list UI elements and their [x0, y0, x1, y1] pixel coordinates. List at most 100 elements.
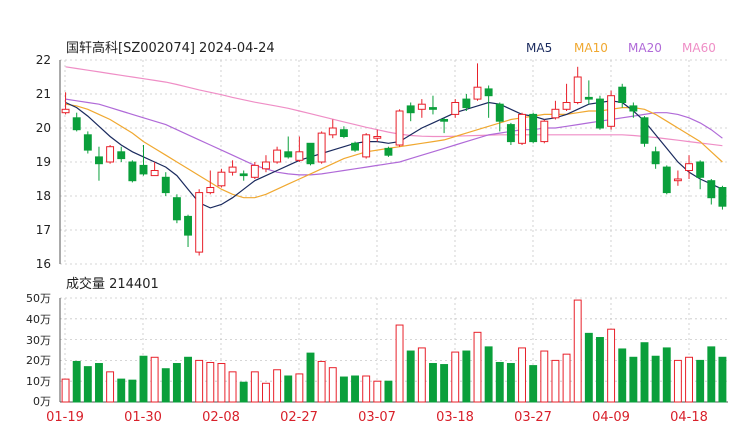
legend-ma10: MA10	[574, 41, 608, 55]
candle-body	[161, 176, 170, 194]
volume-bar-down	[662, 347, 671, 403]
candle-up	[206, 170, 215, 195]
candle-down	[718, 185, 727, 210]
candle-down	[484, 85, 493, 118]
candle-body	[495, 103, 504, 122]
volume-bar-down	[284, 375, 293, 403]
volume-bar-down	[128, 379, 137, 403]
volume-bar-down	[95, 363, 103, 403]
volume-bar-down	[172, 363, 181, 403]
candle-down	[618, 83, 627, 108]
volume-bar-up	[540, 350, 549, 403]
candle-up	[395, 109, 404, 147]
candle-down	[95, 146, 103, 181]
candle-body	[317, 132, 326, 163]
candle-up	[150, 162, 159, 177]
volume-bar-down	[117, 378, 126, 403]
candle-body	[184, 215, 192, 236]
candle-body	[584, 96, 593, 100]
candle-up	[373, 129, 382, 142]
volume-bar-down	[506, 363, 515, 403]
candle-up	[562, 83, 571, 111]
volume-bar-down	[484, 346, 493, 403]
candle-body	[72, 117, 81, 131]
candle-down	[495, 102, 504, 132]
candle-down	[239, 170, 248, 181]
volume-bar-down	[83, 366, 92, 403]
volume-tick: 50万	[26, 292, 51, 305]
volume-bar-down	[696, 359, 705, 403]
chart-legend: MA5 MA10 MA20 MA60	[526, 41, 716, 55]
date-tick: 02-27	[280, 410, 318, 425]
volume-title: 成交量 214401	[66, 276, 159, 292]
candle-body	[429, 107, 437, 110]
price-tick: 18	[36, 189, 51, 203]
candle-body	[284, 151, 293, 158]
candle-body	[384, 147, 393, 156]
volume-bar-down	[72, 360, 81, 403]
volume-bar-up	[61, 378, 70, 403]
candle-up	[195, 189, 204, 256]
date-tick: 03-18	[436, 410, 474, 425]
candle-body	[596, 98, 604, 129]
candle-body	[239, 173, 248, 177]
candle-body	[406, 105, 415, 114]
candle-body	[696, 161, 705, 178]
volume-bar-up	[395, 324, 404, 403]
volume-bar-down	[584, 332, 593, 403]
price-tick: 17	[36, 223, 51, 237]
candle-body	[217, 171, 226, 187]
x-axis-labels: 01-19 01-30 02-08 02-27 03-07 03-18 03-2…	[46, 410, 708, 425]
ma20-line	[65, 98, 723, 176]
candle-down	[707, 179, 716, 205]
candle-down	[184, 214, 192, 247]
candle-down	[462, 94, 471, 111]
candle-down	[640, 116, 649, 147]
candle-up	[551, 100, 560, 120]
candle-body	[662, 166, 671, 194]
candle-body	[562, 102, 571, 110]
candle-body	[473, 86, 482, 100]
price-tick: 21	[36, 87, 51, 101]
volume-bar-up	[685, 356, 693, 403]
volume-bar-up	[295, 373, 304, 403]
volume-bar-up	[573, 299, 582, 403]
volume-bars	[61, 299, 727, 403]
candle-body	[707, 180, 716, 199]
volume-bar-up	[250, 371, 259, 403]
candle-down	[83, 131, 92, 154]
candle-body	[529, 113, 538, 143]
candle-down	[284, 136, 293, 159]
volume-bar-down	[184, 356, 192, 403]
candle-up	[417, 99, 426, 118]
volume-bar-up	[262, 382, 270, 403]
volume-bar-down	[718, 356, 727, 403]
candle-down	[351, 141, 359, 152]
date-tick: 01-19	[46, 410, 84, 425]
candle-body	[551, 108, 560, 119]
volume-tick: 20万	[26, 354, 51, 367]
candle-body	[685, 163, 693, 171]
candle-up	[673, 170, 682, 186]
candle-up	[295, 136, 304, 162]
volume-bar-up	[451, 351, 460, 403]
volume-bar-down	[651, 355, 660, 403]
candle-up	[217, 168, 226, 188]
candle-up	[607, 90, 616, 130]
volume-bar-down	[596, 337, 604, 403]
candle-down	[128, 160, 137, 183]
volume-bar-down	[161, 368, 170, 403]
candle-body	[61, 108, 70, 114]
candle-body	[417, 103, 426, 110]
candle-body	[440, 119, 449, 122]
volume-bar-down	[351, 375, 359, 403]
volume-bar-down	[306, 352, 315, 403]
candle-body	[172, 197, 181, 221]
candle-body	[150, 170, 159, 177]
candle-body	[262, 161, 270, 170]
price-tick: 22	[36, 53, 51, 67]
candle-body	[273, 149, 282, 163]
volume-bar-down	[239, 381, 248, 403]
candle-up	[250, 162, 259, 179]
